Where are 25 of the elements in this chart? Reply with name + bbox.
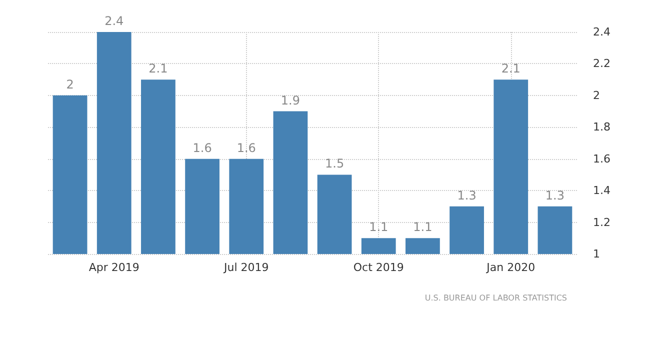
x-tick-label: Jan 2020 — [486, 261, 536, 274]
y-tick-label: 1.4 — [593, 184, 610, 198]
x-tick-label: Jul 2019 — [222, 261, 269, 274]
data-label: 1.6 — [192, 140, 212, 155]
text: U.S. BUREAU OF LABOR STATISTICS — [424, 294, 568, 302]
x-tick-label: Apr 2019 — [88, 261, 140, 274]
data-label: 2 — [66, 77, 74, 92]
y-tick-label: 1 — [593, 248, 600, 260]
data-label: 1.1 — [369, 220, 388, 234]
y-tick-label: 1.6 — [593, 152, 610, 166]
data-label: 1.3 — [457, 188, 476, 202]
y-tick-label: 2.2 — [593, 57, 610, 70]
data-label: 2.4 — [104, 14, 124, 28]
y-tick-label: 2 — [593, 88, 600, 102]
data-label: 1.1 — [413, 220, 432, 234]
y-tick-label: 1.2 — [593, 216, 610, 229]
data-label: 1.6 — [236, 140, 256, 155]
data-label: 2.1 — [501, 62, 520, 76]
data-label: 1.3 — [545, 188, 565, 202]
data-label: 1.5 — [324, 156, 344, 171]
data-label: 1.9 — [280, 93, 300, 108]
y-tick-label: 1.8 — [593, 120, 610, 134]
y-tick-label: 2.4 — [593, 26, 610, 38]
x-tick-label: Oct 2019 — [353, 261, 404, 274]
data-label: 2.1 — [148, 62, 168, 76]
